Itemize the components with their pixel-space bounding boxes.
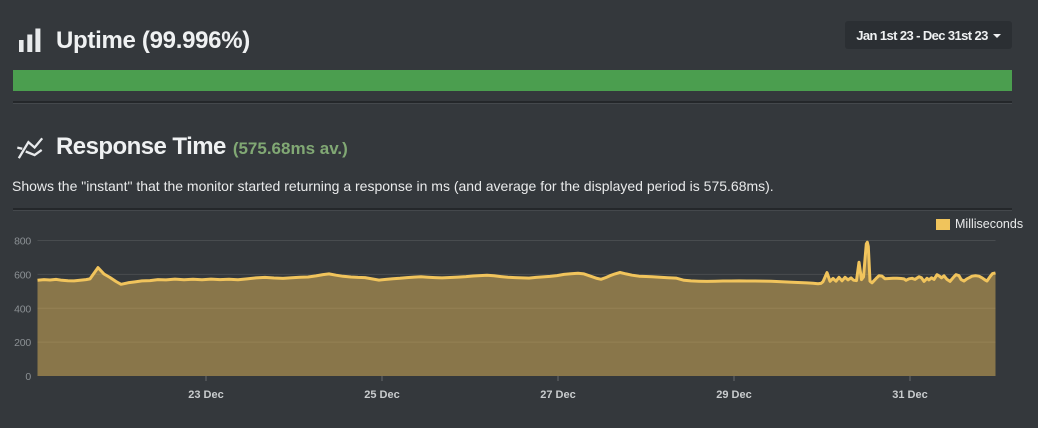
svg-text:27 Dec: 27 Dec bbox=[540, 389, 575, 401]
svg-text:29 Dec: 29 Dec bbox=[716, 389, 751, 401]
svg-text:400: 400 bbox=[14, 303, 31, 315]
svg-text:800: 800 bbox=[14, 236, 31, 248]
svg-text:23 Dec: 23 Dec bbox=[188, 389, 223, 401]
svg-text:31 Dec: 31 Dec bbox=[892, 389, 927, 401]
svg-text:200: 200 bbox=[14, 337, 31, 349]
svg-text:0: 0 bbox=[25, 371, 31, 383]
svg-text:25 Dec: 25 Dec bbox=[364, 389, 399, 401]
svg-text:600: 600 bbox=[14, 269, 31, 281]
